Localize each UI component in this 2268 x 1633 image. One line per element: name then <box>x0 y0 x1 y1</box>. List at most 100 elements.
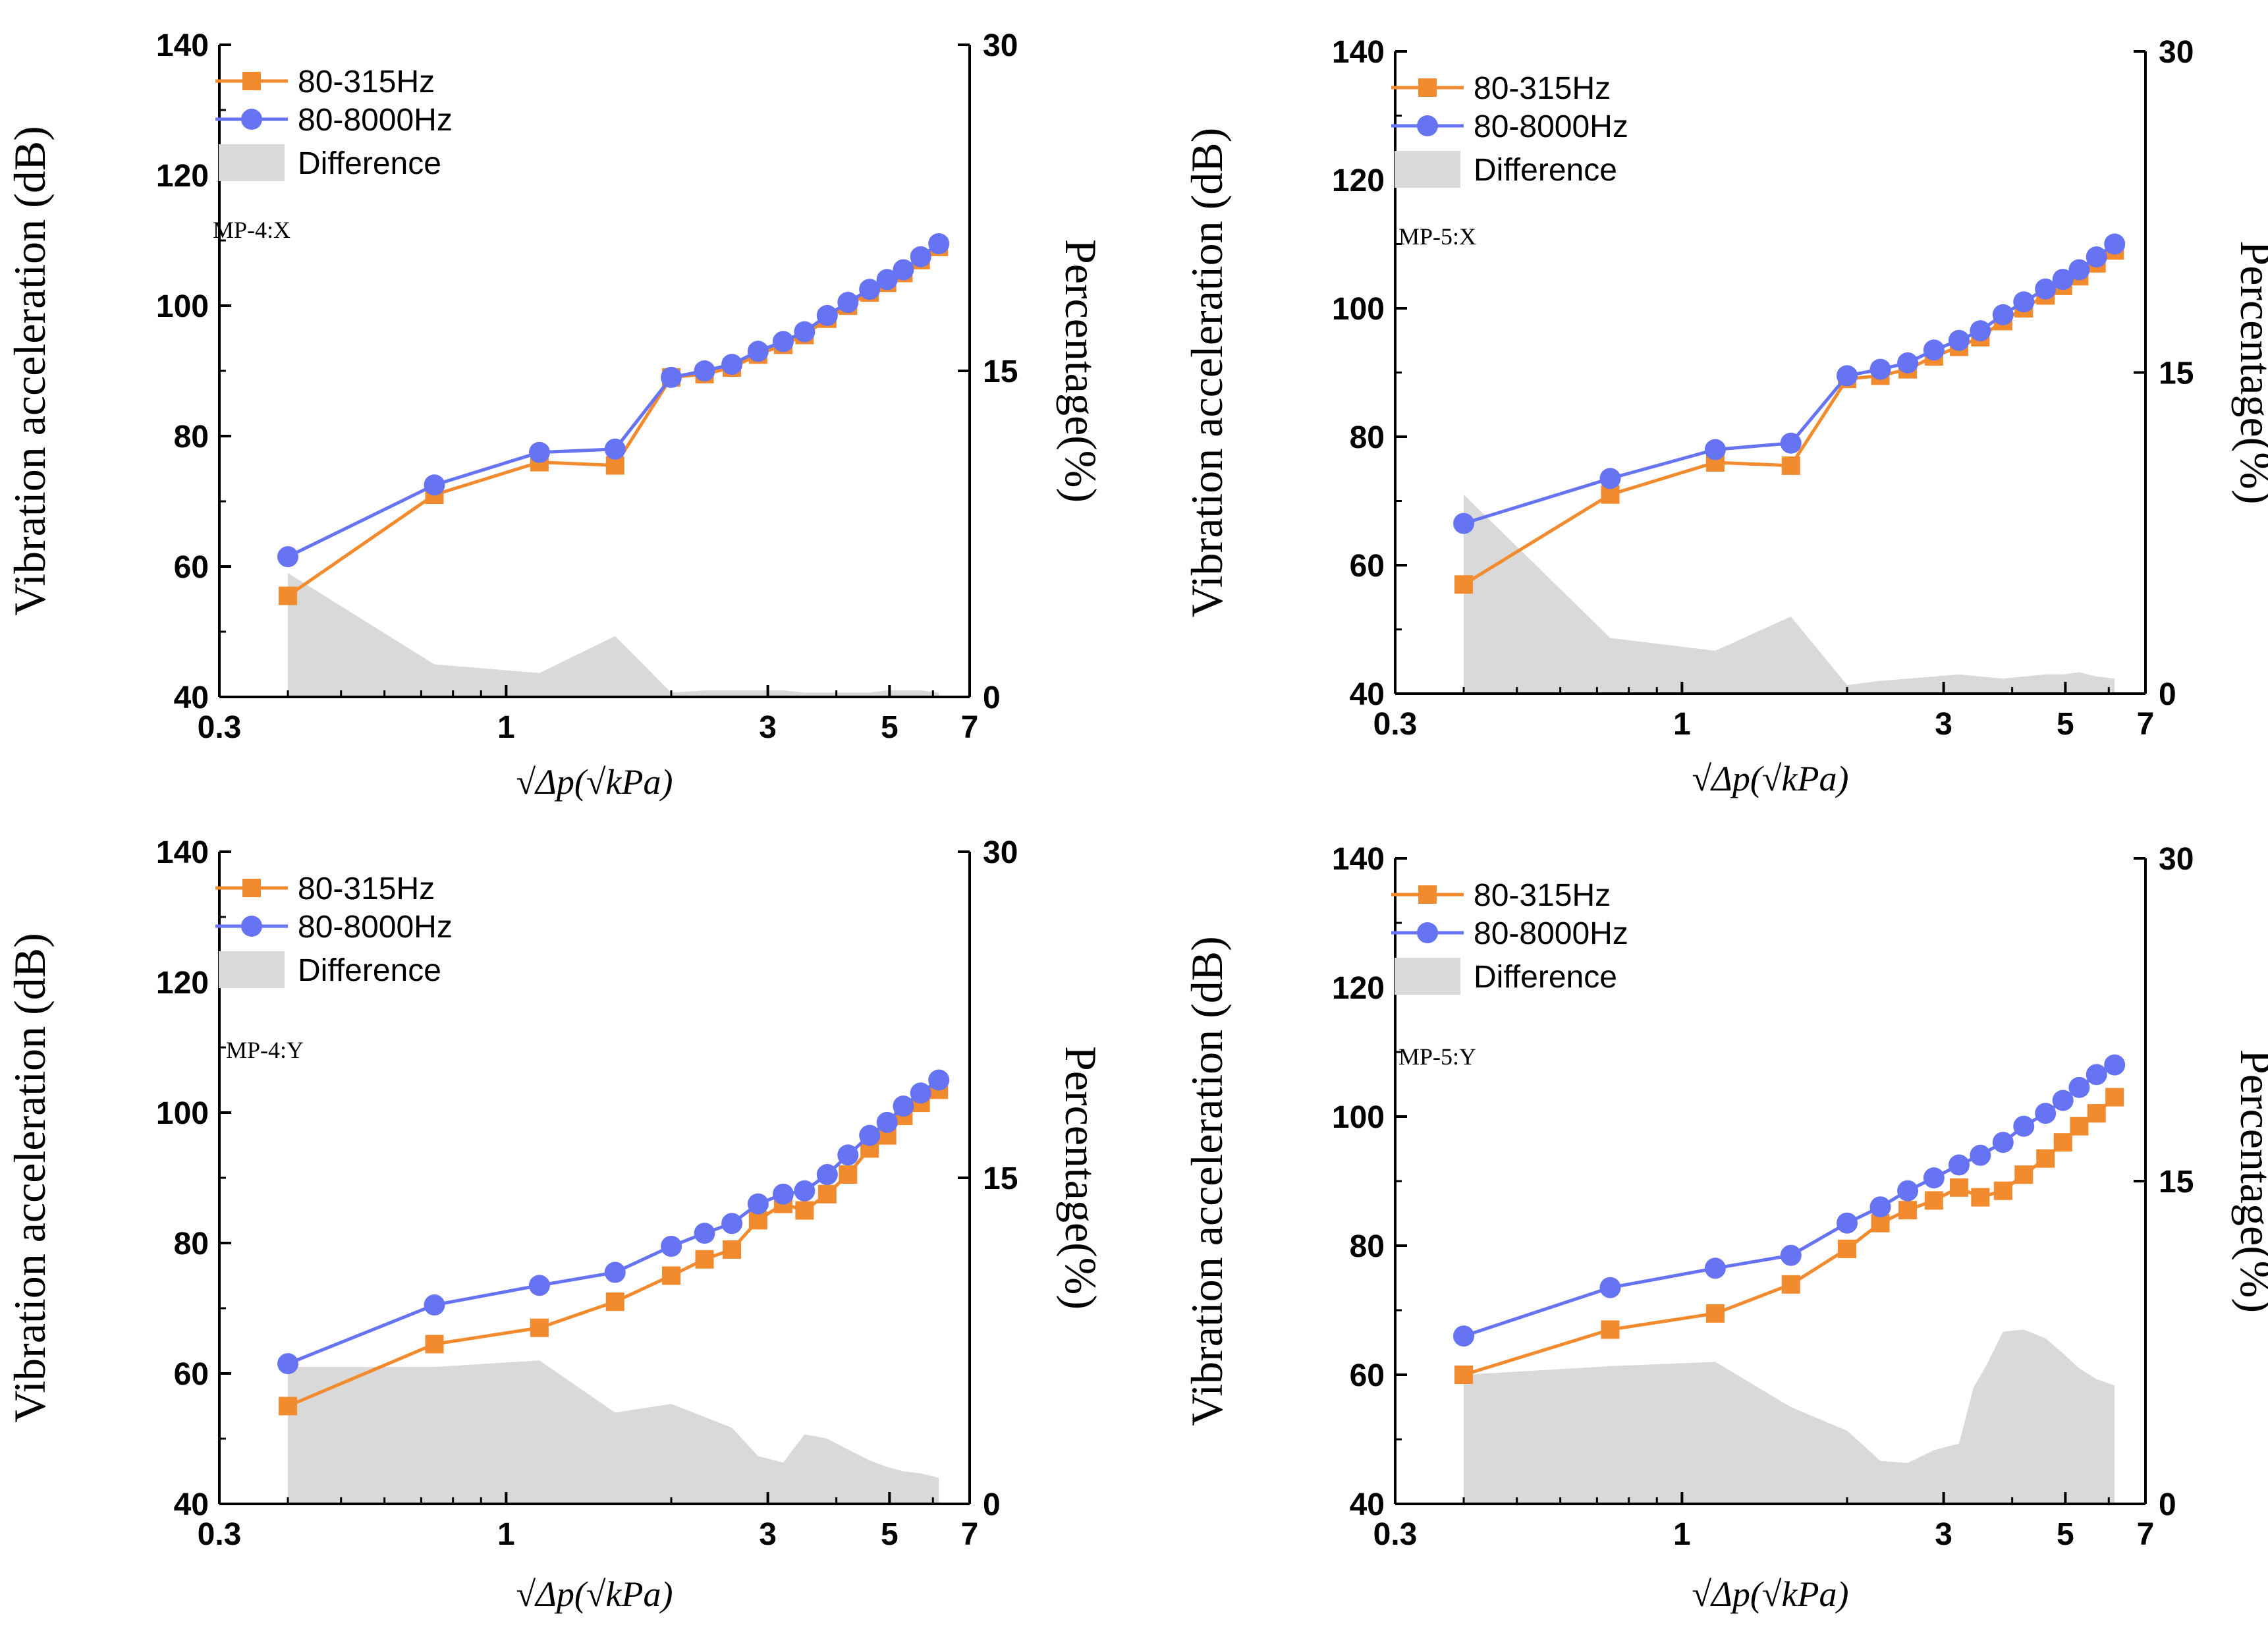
data-point-80-8000hz <box>1948 1154 1970 1176</box>
x-tick-label: 5 <box>881 710 899 745</box>
legend-marker-80-8000hz <box>241 109 262 130</box>
data-point-80-8000hz <box>794 321 816 343</box>
data-point-80-315hz <box>1601 1320 1620 1339</box>
difference-area <box>1464 494 2115 694</box>
y2-tick-label: 15 <box>2159 356 2194 391</box>
x-tick-label: 1 <box>1673 1517 1691 1552</box>
y2-tick-label: 30 <box>983 28 1018 63</box>
y2-tick-label: 30 <box>2159 842 2194 877</box>
data-point-80-315hz <box>1454 575 1474 594</box>
legend-label-80-315hz: 80-315Hz <box>1474 71 1611 106</box>
data-point-80-8000hz <box>1704 1258 1726 1279</box>
data-point-80-8000hz <box>2052 269 2074 291</box>
data-point-80-8000hz <box>2086 246 2107 267</box>
chart-panel-4: 40 60 80 100 120 140 0 15 30 0.3 1 3 5 7 Vibration acc… <box>1182 842 2268 1614</box>
data-point-80-8000hz <box>721 1213 743 1234</box>
data-point-80-8000hz <box>1923 339 1945 361</box>
chart-panel-1: 40 60 80 100 120 140 0 15 30 0.3 1 3 5 7 Vibration acc… <box>5 28 1106 802</box>
data-point-80-8000hz <box>2013 291 2035 313</box>
y2-tick-label: 30 <box>2159 35 2194 70</box>
data-point-80-8000hz <box>2035 278 2057 300</box>
data-point-80-315hz <box>2053 1133 2072 1152</box>
x-tick-label: 1 <box>1673 707 1691 742</box>
legend-marker-80-8000hz <box>1417 115 1438 136</box>
data-point-80-8000hz <box>1780 1244 1802 1266</box>
y-tick-label: 100 <box>1332 292 1385 327</box>
legend-marker-80-8000hz <box>1417 922 1438 943</box>
x-axis-title: √Δp(√kPa) <box>516 762 673 802</box>
panel-label: MP-4:Y <box>226 1037 304 1063</box>
data-point-80-8000hz <box>424 474 445 496</box>
y-tick-label: 100 <box>1332 1100 1385 1135</box>
x-tick-label: 5 <box>881 1517 899 1552</box>
x-tick-label: 0.3 <box>198 1517 242 1552</box>
data-point-80-8000hz <box>910 246 931 267</box>
y-axis-title: Vibration acceleration (dB) <box>1182 936 1232 1426</box>
legend-marker-80-315hz <box>242 879 261 897</box>
data-point-80-8000hz <box>1897 352 1919 374</box>
y-tick-label: 100 <box>156 289 209 324</box>
difference-area <box>1464 1329 2115 1504</box>
data-point-80-8000hz <box>1599 468 1621 489</box>
data-point-80-315hz <box>839 1165 858 1184</box>
data-point-80-315hz <box>605 1292 624 1312</box>
legend-label-80-315hz: 80-315Hz <box>1474 878 1611 913</box>
y2-tick-label: 0 <box>2159 677 2176 712</box>
x-tick-label: 7 <box>961 1517 979 1552</box>
data-point-80-8000hz <box>1869 358 1891 380</box>
legend-label-80-8000hz: 80-8000Hz <box>1474 916 1628 951</box>
y-axis-title: Vibration acceleration (dB) <box>1182 128 1232 618</box>
legend-label-80-315hz: 80-315Hz <box>298 65 435 99</box>
y2-tick-label: 30 <box>983 835 1018 870</box>
x-tick-label: 5 <box>2057 707 2074 742</box>
x-tick-label: 0.3 <box>1373 1517 1418 1552</box>
difference-area <box>288 1360 939 1504</box>
data-point-80-315hz <box>530 1318 549 1337</box>
series-line-80-8000hz <box>1463 242 2116 526</box>
y-tick-label: 120 <box>156 966 209 1001</box>
data-point-80-8000hz <box>893 259 914 281</box>
panel-label: MP-5:X <box>1398 223 1476 250</box>
y2-tick-label: 15 <box>983 1161 1018 1196</box>
data-point-80-8000hz <box>1992 304 2014 325</box>
series-line-80-315hz <box>287 1088 940 1408</box>
data-point-80-8000hz <box>661 366 682 388</box>
x-tick-label: 3 <box>759 1517 777 1552</box>
y2-tick-label: 15 <box>983 354 1018 389</box>
panel-label: MP-4:X <box>213 217 290 243</box>
data-point-80-8000hz <box>816 1164 838 1186</box>
data-point-80-315hz <box>795 1201 814 1220</box>
data-point-80-8000hz <box>1869 1196 1891 1218</box>
y2-axis-title: Percentage(%) <box>2231 240 2268 504</box>
y2-tick-label: 0 <box>2159 1487 2176 1522</box>
y-tick-label: 40 <box>1350 677 1385 712</box>
legend-swatch-difference <box>219 951 285 988</box>
x-axis-title: √Δp(√kPa) <box>1692 1574 1849 1614</box>
series-line-80-8000hz <box>287 1078 940 1366</box>
legend-label-difference: Difference <box>1474 960 1617 995</box>
legend: 80-315Hz 80-8000Hz Difference <box>215 65 453 181</box>
y-axis-title: Vibration acceleration (dB) <box>5 126 55 616</box>
legend-label-80-8000hz: 80-8000Hz <box>298 103 453 138</box>
data-point-80-8000hz <box>721 354 743 375</box>
x-tick-label: 7 <box>2137 707 2155 742</box>
y-tick-label: 80 <box>174 1227 209 1261</box>
chart-panel-2: 40 60 80 100 120 140 0 15 30 0.3 1 3 5 7 Vibration acc… <box>1182 35 2268 798</box>
panel-label: MP-5:Y <box>1398 1043 1476 1070</box>
legend-label-difference: Difference <box>298 146 441 181</box>
x-tick-label: 1 <box>497 1517 515 1552</box>
data-point-80-8000hz <box>794 1180 816 1202</box>
y-tick-label: 120 <box>1332 163 1385 198</box>
x-tick-label: 3 <box>1935 1517 1952 1552</box>
y2-axis-title: Percentage(%) <box>2231 1049 2268 1313</box>
data-point-80-8000hz <box>2104 1054 2126 1076</box>
data-point-80-315hz <box>662 1266 680 1285</box>
y2-tick-label: 15 <box>2159 1165 2194 1200</box>
data-point-80-315hz <box>2014 1165 2033 1184</box>
y-tick-label: 40 <box>1350 1487 1385 1522</box>
legend-marker-80-315hz <box>242 72 261 90</box>
y-tick-label: 140 <box>156 835 209 870</box>
data-point-80-8000hz <box>694 360 715 381</box>
data-point-80-8000hz <box>2013 1115 2035 1137</box>
